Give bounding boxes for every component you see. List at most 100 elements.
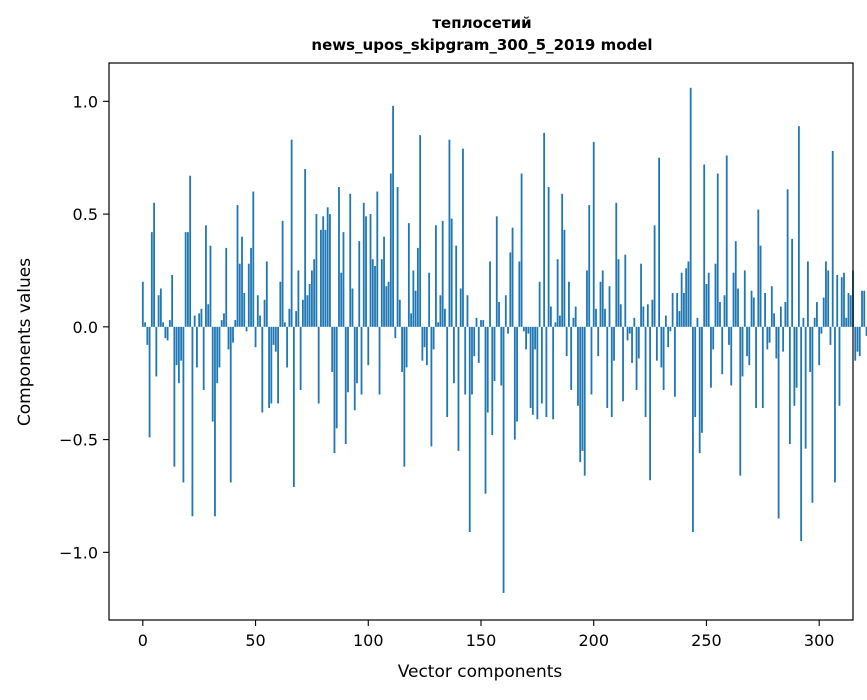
bar-112 xyxy=(394,326,397,339)
bar-313 xyxy=(847,293,850,327)
bar-264 xyxy=(737,288,739,327)
bar-195 xyxy=(581,326,584,451)
bar-246 xyxy=(696,317,699,327)
bar-316 xyxy=(854,326,857,361)
bar-161 xyxy=(504,295,507,327)
bar-249 xyxy=(703,164,706,327)
bar-90 xyxy=(344,326,347,445)
bar-122 xyxy=(416,247,419,327)
bar-251 xyxy=(707,272,710,327)
bar-50 xyxy=(254,326,257,348)
bar-234 xyxy=(669,326,672,332)
bar-47 xyxy=(247,263,250,327)
bar-243 xyxy=(689,87,692,327)
bar-226 xyxy=(651,299,654,327)
bar-2 xyxy=(146,326,149,345)
bar-201 xyxy=(595,308,597,327)
bar-247 xyxy=(698,326,701,454)
bar-169 xyxy=(522,326,525,332)
bar-207 xyxy=(608,286,611,327)
bar-241 xyxy=(685,268,688,327)
bar-109 xyxy=(387,281,390,327)
bar-236 xyxy=(673,326,676,397)
bar-45 xyxy=(243,293,246,327)
bar-29 xyxy=(207,304,210,327)
bar-26 xyxy=(200,308,203,327)
bar-139 xyxy=(455,245,458,327)
bar-318 xyxy=(858,326,861,357)
bar-102 xyxy=(371,259,374,327)
bar-35 xyxy=(220,320,223,327)
bar-200 xyxy=(592,141,595,327)
bar-150 xyxy=(480,320,482,327)
bar-187 xyxy=(563,229,566,327)
bar-95 xyxy=(356,326,358,384)
bar-3 xyxy=(148,326,151,438)
bar-106 xyxy=(380,259,383,327)
bar-65 xyxy=(288,308,291,327)
bar-14 xyxy=(173,326,176,467)
bar-275 xyxy=(761,326,764,409)
bar-116 xyxy=(403,326,406,467)
bar-9 xyxy=(162,322,165,327)
bar-105 xyxy=(378,326,381,395)
bar-198 xyxy=(588,205,591,327)
bar-146 xyxy=(471,326,473,395)
bar-70 xyxy=(299,326,302,390)
bar-232 xyxy=(664,315,667,327)
bar-135 xyxy=(446,326,449,418)
bar-40 xyxy=(232,326,234,343)
bar-193 xyxy=(577,326,579,406)
bar-237 xyxy=(676,293,679,327)
bar-289 xyxy=(793,326,796,406)
bar-259 xyxy=(725,155,728,327)
bar-41 xyxy=(234,320,237,327)
bar-111 xyxy=(392,105,394,327)
y-tick-label: −0.5 xyxy=(59,431,98,450)
y-tick-label: 0.0 xyxy=(73,318,98,337)
bar-18 xyxy=(182,326,185,483)
x-tick-label: 250 xyxy=(691,631,722,650)
bar-57 xyxy=(270,326,273,404)
bar-293 xyxy=(802,317,805,327)
bar-39 xyxy=(229,326,232,483)
bar-73 xyxy=(306,295,309,327)
x-tick-label: 300 xyxy=(804,631,835,650)
bar-177 xyxy=(540,326,543,404)
bar-167 xyxy=(518,261,521,327)
x-tick-label: 200 xyxy=(578,631,609,650)
bar-271 xyxy=(752,297,755,327)
bar-75 xyxy=(311,270,313,327)
bar-120 xyxy=(412,270,415,327)
chart-title: теплосетий xyxy=(432,14,531,32)
bar-227 xyxy=(653,225,656,327)
bar-151 xyxy=(482,320,485,327)
bar-239 xyxy=(680,272,683,327)
bar-129 xyxy=(432,326,435,350)
bar-46 xyxy=(245,326,248,332)
bar-22 xyxy=(191,326,194,517)
bar-185 xyxy=(559,315,561,327)
bar-312 xyxy=(845,317,848,327)
bar-148 xyxy=(475,317,478,327)
bar-267 xyxy=(743,270,746,327)
bar-284 xyxy=(782,326,785,352)
bar-279 xyxy=(770,286,773,327)
bar-288 xyxy=(791,238,794,327)
bar-140 xyxy=(457,326,460,451)
bar-77 xyxy=(315,214,318,327)
bar-233 xyxy=(667,326,670,348)
bar-124 xyxy=(421,326,424,361)
bar-44 xyxy=(241,236,243,327)
bar-63 xyxy=(283,322,286,327)
bar-93 xyxy=(351,288,354,327)
bar-113 xyxy=(396,187,399,327)
bar-240 xyxy=(683,293,685,327)
bar-80 xyxy=(322,216,325,327)
bar-103 xyxy=(374,265,376,327)
bar-68 xyxy=(295,311,298,327)
y-axis: −1.0 −0.5 0.0 0.5 1.0 xyxy=(59,92,109,562)
bar-245 xyxy=(694,326,697,418)
bar-276 xyxy=(764,293,766,327)
